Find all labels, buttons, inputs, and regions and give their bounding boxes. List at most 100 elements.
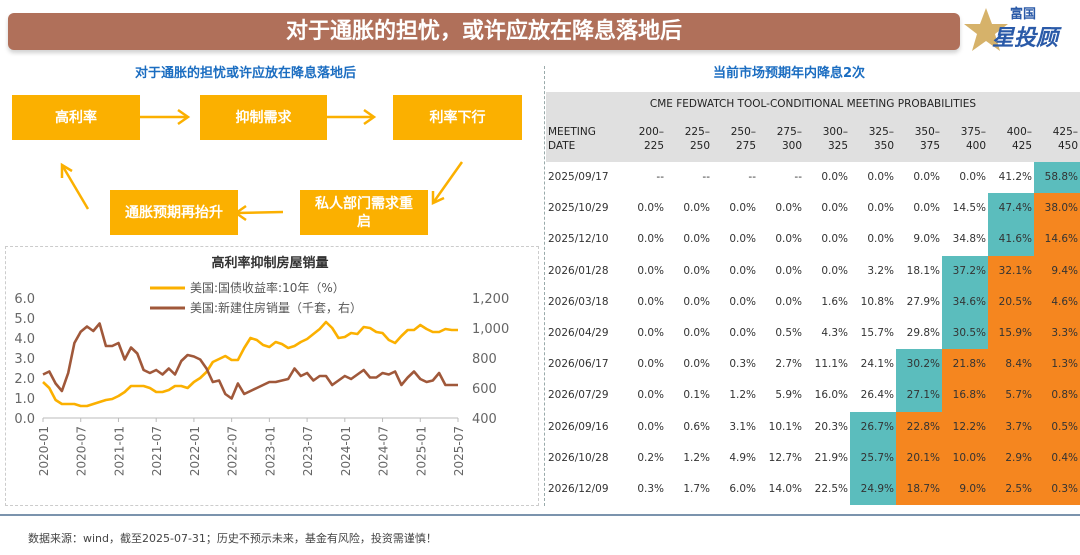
x-tick-label: 2020-07 <box>75 426 89 476</box>
probability-cell: 0.0% <box>729 327 756 339</box>
meeting-date: 2026/10/28 <box>548 451 609 464</box>
x-tick-label: 2022-07 <box>226 426 240 476</box>
x-tick-label: 2023-07 <box>301 426 315 476</box>
header-line: 375 <box>919 140 940 152</box>
probability-cell: 0.0% <box>775 295 802 308</box>
probability-cell: 0.0% <box>683 202 710 215</box>
probability-cell: 58.8% <box>1034 162 1080 194</box>
probability-cell: 0.0% <box>959 171 986 183</box>
arrow-up-left-icon <box>60 162 90 210</box>
flow-box-high-rate: 高利率 <box>12 95 140 140</box>
column-header-rate: 400– 425 <box>988 125 1032 153</box>
probability-cell: 0.0% <box>683 327 710 339</box>
footer-note: 数据来源：wind，截至2025-07-31；历史不预示未来，基金有风险，投资需… <box>28 532 437 545</box>
probability-cell: 6.0% <box>729 483 756 495</box>
x-tick-label: 2020-01 <box>37 426 51 476</box>
star-icon <box>964 8 1008 51</box>
probability-cell: 15.7% <box>860 327 894 339</box>
probability-cell: 1.7% <box>683 483 710 495</box>
header-line: 425– <box>1052 126 1078 138</box>
probability-cell: 9.0% <box>913 233 940 246</box>
probability-cell: 0.0% <box>867 233 894 246</box>
probability-cell: 34.8% <box>952 233 986 246</box>
column-header-date: MEETING DATE <box>548 125 596 153</box>
probability-cell: 0.0% <box>913 171 940 183</box>
probability-cell: 41.2% <box>998 171 1032 183</box>
probability-cell: 2.9% <box>988 442 1034 474</box>
probability-cell: 0.5% <box>775 327 802 339</box>
probability-cell: 22.8% <box>896 411 942 443</box>
table-row: 2026/04/29 0.0% 0.0% 0.0% 0.5% 4.3% 15.7% 29.8%… <box>546 318 1080 350</box>
probability-cell: 0.3% <box>729 358 756 371</box>
probability-cell: 27.1% <box>896 380 942 412</box>
header-line: 350– <box>914 126 940 138</box>
probability-cell: 20.3% <box>814 420 848 433</box>
probability-cell: 18.1% <box>906 264 940 277</box>
header-line: 325 <box>827 140 848 152</box>
probability-cell: 1.3% <box>1034 349 1080 381</box>
page-title: 对于通胀的担忧，或许应放在降息落地后 <box>285 19 682 44</box>
probability-cell: 30.5% <box>942 318 988 350</box>
table-header: CME FEDWATCH TOOL-CONDITIONAL MEETING PR… <box>546 92 1080 162</box>
header-line: DATE <box>548 140 576 152</box>
probability-cell: 20.1% <box>896 442 942 474</box>
x-tick-label: 2025-07 <box>452 426 466 476</box>
probability-cell: -- <box>656 171 664 183</box>
y-tick-label: 4.0 <box>14 332 35 347</box>
probability-cell: 0.0% <box>683 264 710 277</box>
probability-cell: 4.3% <box>821 327 848 339</box>
probability-cell: 47.4% <box>988 193 1034 225</box>
probability-cell: 15.9% <box>988 318 1034 350</box>
probability-cell: 0.0% <box>637 389 664 402</box>
x-tick-label: 2022-01 <box>188 426 202 476</box>
probability-cell: 10.8% <box>860 295 894 308</box>
header-line: 450 <box>1057 140 1078 152</box>
probability-cell: 4.6% <box>1034 286 1080 318</box>
probability-cell: 0.3% <box>637 483 664 495</box>
probability-cell: 0.5% <box>1034 411 1080 443</box>
section-divider <box>544 66 545 506</box>
probability-cell: 10.0% <box>942 442 988 474</box>
footer-divider <box>0 514 1080 516</box>
probability-cell: 0.0% <box>821 171 848 183</box>
legend-label-sales: 美国:新建住房销量（千套，右） <box>190 300 362 315</box>
probability-cell: 3.2% <box>867 264 894 277</box>
table-row: 2026/09/16 0.0% 0.6% 3.1% 10.1% 20.3% 26.7% 22.… <box>546 411 1080 443</box>
meeting-date: 2025/12/10 <box>548 233 609 246</box>
probability-cell: 11.1% <box>814 358 848 371</box>
table-row: 2026/07/29 0.0% 0.1% 1.2% 5.9% 16.0% 26.4% 27.1… <box>546 380 1080 412</box>
probability-cell: 0.4% <box>1034 442 1080 474</box>
probability-cell: 37.2% <box>942 255 988 287</box>
probability-cell: 0.0% <box>821 233 848 246</box>
header-line: 250 <box>689 140 710 152</box>
header-line: 400– <box>1006 126 1032 138</box>
probability-cell: 0.0% <box>637 295 664 308</box>
series-line-yield <box>42 320 458 408</box>
y-tick-label: 0.0 <box>14 412 35 427</box>
probability-cell: 0.2% <box>637 451 664 464</box>
meeting-date: 2026/06/17 <box>548 358 609 371</box>
probability-cell: 0.0% <box>775 202 802 215</box>
probability-cell: 2.7% <box>775 358 802 371</box>
arrow-down-left-icon <box>431 161 464 205</box>
column-header-rate: 375– 400 <box>942 125 986 153</box>
logo-text-bottom: 星投顾 <box>992 26 1059 51</box>
meeting-date: 2026/12/09 <box>548 483 609 495</box>
flow-box-suppress-demand: 抑制需求 <box>200 95 327 140</box>
y-tick-label: 1.0 <box>14 392 35 407</box>
probability-cell: -- <box>702 171 710 183</box>
y-tick-label: 6.0 <box>14 292 35 307</box>
probability-cell: 24.9% <box>850 474 896 506</box>
probability-cell: 2.5% <box>988 474 1034 506</box>
header-line: MEETING <box>548 126 596 138</box>
y2-tick-label: 400 <box>472 412 497 427</box>
brand-logo: 富国 星投顾 <box>962 4 1074 56</box>
table-row: 2026/12/09 0.3% 1.7% 6.0% 14.0% 22.5% 24.9% 18.… <box>546 474 1080 506</box>
y2-tick-label: 1,000 <box>472 322 509 337</box>
probability-cell: 16.8% <box>942 380 988 412</box>
table-row: 2026/01/28 0.0% 0.0% 0.0% 0.0% 0.0% 3.2% 18.1% 3… <box>546 255 1080 287</box>
column-header-rate: 325– 350 <box>850 125 894 153</box>
column-header-rate: 350– 375 <box>896 125 940 153</box>
probability-cell: 0.0% <box>637 420 664 433</box>
table-row: 2026/06/17 0.0% 0.0% 0.3% 2.7% 11.1% 24.1% 30.2… <box>546 349 1080 381</box>
